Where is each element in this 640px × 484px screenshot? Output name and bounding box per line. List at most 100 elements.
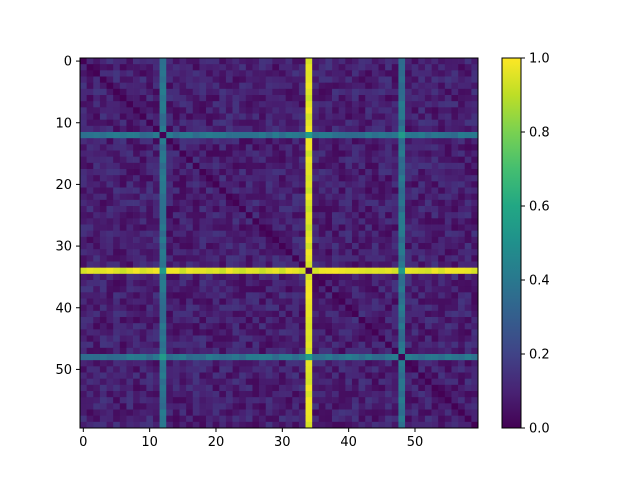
heatmap-cell (458, 415, 466, 423)
heatmap-cell (464, 384, 472, 392)
heatmap-cell (265, 206, 273, 213)
heatmap-cell (219, 267, 227, 275)
heatmap-cell (292, 280, 300, 287)
heatmap-cell (411, 403, 419, 410)
heatmap-cell (212, 310, 220, 318)
heatmap-cell (272, 360, 280, 367)
heatmap-cell (371, 58, 379, 65)
heatmap-cell (152, 323, 160, 330)
heatmap-cell (232, 64, 240, 71)
heatmap-cell (365, 403, 373, 410)
heatmap-cell (192, 76, 200, 84)
heatmap-cell (405, 409, 413, 417)
heatmap-cell (219, 341, 227, 349)
heatmap-cell (139, 415, 147, 423)
heatmap-cell (305, 323, 313, 330)
heatmap-cell (431, 391, 439, 398)
heatmap-cell (159, 95, 167, 102)
heatmap-cell (199, 125, 207, 133)
heatmap-cell (245, 113, 253, 121)
heatmap-cell (385, 144, 393, 151)
heatmap-cell (458, 409, 466, 417)
heatmap-cell (80, 199, 87, 207)
heatmap-cell (464, 95, 472, 102)
heatmap-cell (232, 206, 240, 213)
heatmap-cell (113, 329, 121, 336)
heatmap-cell (464, 206, 472, 213)
heatmap-cell (186, 280, 194, 287)
heatmap-cell (179, 132, 187, 139)
heatmap-cell (298, 323, 306, 330)
heatmap-cell (458, 230, 466, 238)
heatmap-cell (405, 378, 413, 386)
heatmap-cell (398, 212, 406, 219)
heatmap-cell (332, 162, 340, 170)
heatmap-cell (298, 70, 306, 77)
heatmap-cell (225, 341, 233, 349)
heatmap-cell (259, 403, 267, 410)
heatmap-cell (146, 347, 154, 355)
heatmap-cell (312, 236, 320, 244)
heatmap-cell (159, 107, 167, 114)
heatmap-cell (126, 162, 134, 170)
heatmap-cell (332, 150, 340, 158)
heatmap-cell (139, 273, 147, 281)
heatmap-cell (259, 82, 267, 90)
heatmap-cell (292, 82, 300, 90)
heatmap-cell (245, 255, 253, 262)
heatmap-cell (86, 113, 94, 121)
heatmap-cell (371, 175, 379, 182)
heatmap-cell (411, 125, 419, 133)
heatmap-cell (133, 199, 141, 207)
heatmap-cell (212, 403, 220, 410)
heatmap-cell (232, 119, 240, 127)
heatmap-cell (166, 323, 174, 330)
heatmap-cell (398, 378, 406, 386)
heatmap-cell (325, 372, 333, 380)
heatmap-cell (239, 310, 247, 318)
heatmap-cell (298, 230, 306, 238)
heatmap-cell (444, 199, 452, 207)
heatmap-cell (252, 421, 260, 429)
heatmap-cell (80, 329, 87, 336)
heatmap-cell (252, 403, 260, 410)
heatmap-cell (252, 224, 260, 232)
heatmap-cell (245, 76, 253, 84)
heatmap-cell (292, 421, 300, 429)
heatmap-cell (159, 206, 167, 213)
heatmap-cell (113, 267, 121, 275)
heatmap-cell (206, 119, 214, 127)
heatmap-cell (186, 323, 194, 330)
heatmap-cell (219, 193, 227, 201)
heatmap-cell (239, 199, 247, 207)
heatmap-cell (318, 341, 326, 349)
heatmap-cell (212, 218, 220, 225)
heatmap-cell (385, 58, 393, 65)
heatmap-cell (199, 335, 207, 343)
heatmap-cell (424, 82, 432, 90)
heatmap-cell (166, 199, 174, 207)
heatmap-cell (192, 150, 200, 158)
heatmap-cell (338, 366, 346, 373)
heatmap-cell (385, 132, 393, 139)
heatmap-cell (371, 64, 379, 71)
heatmap-cell (272, 107, 280, 114)
heatmap-cell (99, 236, 107, 244)
heatmap-cell (365, 354, 373, 361)
heatmap-cell (166, 391, 174, 398)
heatmap-cell (398, 58, 406, 65)
heatmap-cell (259, 323, 267, 330)
heatmap-cell (438, 292, 446, 299)
heatmap-cell (212, 169, 220, 176)
heatmap-cell (259, 267, 267, 275)
heatmap-cell (312, 206, 320, 213)
heatmap-cell (86, 162, 94, 170)
heatmap-cell (239, 286, 247, 293)
heatmap-cell (312, 341, 320, 349)
heatmap-cell (133, 341, 141, 349)
heatmap-cell (458, 125, 466, 133)
heatmap-cell (113, 323, 121, 330)
heatmap-cell (405, 187, 413, 195)
heatmap-cell (232, 82, 240, 90)
heatmap-cell (152, 138, 160, 145)
